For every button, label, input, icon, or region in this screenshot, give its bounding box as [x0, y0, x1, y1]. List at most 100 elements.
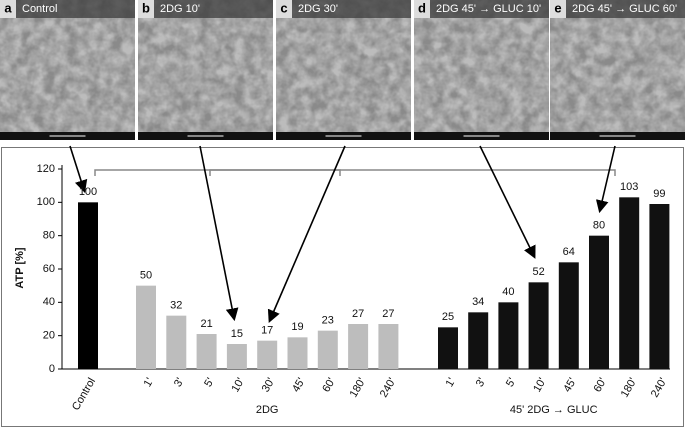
letter-box: [138, 0, 154, 18]
bar: [589, 235, 609, 369]
value-label: 25: [442, 311, 454, 323]
panel-letter: b: [142, 0, 150, 15]
bar: [166, 315, 187, 369]
bar: [528, 282, 549, 369]
value-label: 64: [563, 246, 575, 258]
bracket: [94, 169, 341, 176]
x-tick-label: 10': [531, 376, 549, 394]
x-tick-label: 1': [444, 376, 459, 389]
panel-letter: e: [554, 0, 561, 15]
group-label: 2DG: [256, 404, 279, 416]
panel-letter: c: [280, 0, 287, 15]
arrow: [199, 145, 239, 322]
bar: [498, 302, 519, 369]
x-tick-label: 3': [172, 376, 187, 389]
bar: [468, 312, 489, 369]
panel-title: 2DG 30': [298, 3, 338, 15]
x-tick-label: 60': [320, 376, 338, 394]
value-label: 100: [79, 186, 97, 198]
y-tick-label: 100: [37, 196, 55, 208]
value-label: 23: [322, 315, 334, 327]
connectors: [94, 169, 616, 176]
x-tick-label: 3': [474, 376, 489, 389]
value-label: 32: [170, 300, 182, 312]
panel-title: 2DG 45' → GLUC 60': [572, 3, 677, 15]
title-band: [550, 0, 685, 18]
x-tick-label: 60': [592, 376, 610, 394]
x-tick-label: 30': [260, 376, 278, 394]
x-tick-label: 5': [202, 376, 217, 389]
bar: [558, 262, 579, 369]
micrograph-texture: [276, 0, 411, 140]
bar: [196, 334, 217, 369]
micrograph-texture: [414, 0, 549, 140]
title-band: [414, 0, 549, 18]
x-tick-label: 180': [619, 376, 640, 400]
title-band: [276, 0, 411, 18]
x-tick-label: 10': [229, 376, 247, 394]
x-tick-label: 5': [504, 376, 519, 389]
arrow: [595, 145, 616, 214]
y-tick-label: 120: [37, 163, 55, 175]
value-label: 52: [532, 266, 544, 278]
x-tick-label: Control: [70, 376, 98, 413]
arrows: [69, 145, 616, 323]
panel-title: 2DG 10': [160, 3, 200, 15]
x-tick-label: 180': [348, 376, 369, 400]
value-label: 27: [352, 308, 364, 320]
bar: [438, 327, 458, 369]
bar: [287, 337, 308, 369]
letter-box: [414, 0, 430, 18]
value-label: 21: [200, 318, 212, 330]
value-label: 99: [653, 188, 665, 200]
letter-box: [276, 0, 292, 18]
title-band: [0, 0, 135, 18]
chart-frame: [1, 147, 684, 427]
title-band: [138, 0, 273, 18]
x-tick-label: 240': [378, 376, 399, 400]
panel-title: Control: [22, 3, 57, 15]
value-label: 103: [620, 181, 638, 193]
arrow: [267, 145, 346, 323]
value-label: 27: [382, 308, 394, 320]
letter-box: [550, 0, 566, 18]
bar: [136, 285, 156, 369]
y-tick-label: 0: [49, 363, 55, 375]
value-label: 34: [472, 296, 484, 308]
arrow: [69, 145, 88, 194]
y-tick-label: 40: [43, 296, 55, 308]
bar: [649, 204, 670, 369]
micrograph-row: a Control b 2DG 10' c 2DG 30' d 2DG 45' → GLUC …: [0, 0, 685, 140]
y-tick-label: 80: [43, 230, 55, 242]
arrow: [479, 145, 536, 259]
x-tick-label: 45': [290, 376, 308, 394]
bar: [317, 330, 338, 369]
group-label: 45' 2DG → GLUC: [510, 404, 598, 416]
letter-box: [0, 0, 16, 18]
panel-letter: d: [418, 0, 426, 15]
bar: [78, 202, 98, 369]
y-tick-label: 60: [43, 263, 55, 275]
bar: [619, 197, 640, 369]
x-tick-label: 1': [142, 376, 157, 389]
panel-title: 2DG 45' → GLUC 10': [436, 3, 541, 15]
x-tick-label: 45': [561, 376, 579, 394]
value-label: 50: [140, 270, 152, 282]
bar: [378, 324, 399, 369]
value-label: 40: [502, 286, 514, 298]
value-label: 80: [593, 220, 605, 232]
bar: [226, 344, 247, 369]
y-axis-label: ATP [%]: [14, 247, 26, 288]
x-tick-label: 240': [649, 376, 670, 400]
y-tick-label: 20: [43, 330, 55, 342]
micrograph-texture: [138, 0, 273, 140]
value-label: 19: [291, 321, 303, 333]
panel-letter: a: [4, 0, 12, 15]
micrograph-texture: [0, 0, 135, 140]
bracket: [209, 169, 616, 176]
bar: [257, 340, 278, 369]
micrograph-texture: [550, 0, 685, 140]
value-label: 15: [231, 328, 243, 340]
bar: [348, 324, 369, 369]
